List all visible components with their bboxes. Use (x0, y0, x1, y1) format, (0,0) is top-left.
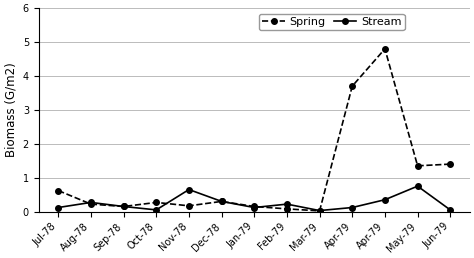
Stream (447, 208, 453, 212)
Spring (284, 207, 290, 211)
Stream (88, 201, 94, 204)
Spring (186, 204, 192, 207)
Y-axis label: Biomass (G/m2): Biomass (G/m2) (4, 62, 17, 157)
Spring (154, 201, 159, 204)
Spring (121, 205, 127, 208)
Spring (251, 205, 257, 208)
Stream (121, 205, 127, 208)
Stream (219, 200, 225, 203)
Spring (88, 203, 94, 206)
Stream (284, 203, 290, 206)
Stream (415, 185, 420, 188)
Stream (186, 188, 192, 191)
Spring (55, 189, 61, 192)
Legend: Spring, Stream: Spring, Stream (259, 14, 405, 30)
Spring (415, 164, 420, 167)
Spring (382, 47, 388, 50)
Stream (382, 198, 388, 201)
Stream (349, 206, 355, 209)
Spring (447, 163, 453, 166)
Spring (219, 200, 225, 203)
Stream (251, 206, 257, 209)
Stream (317, 209, 322, 212)
Spring (349, 85, 355, 88)
Line: Stream: Stream (55, 183, 453, 213)
Stream (55, 206, 61, 209)
Stream (154, 208, 159, 212)
Line: Spring: Spring (55, 46, 453, 214)
Spring (317, 209, 322, 212)
